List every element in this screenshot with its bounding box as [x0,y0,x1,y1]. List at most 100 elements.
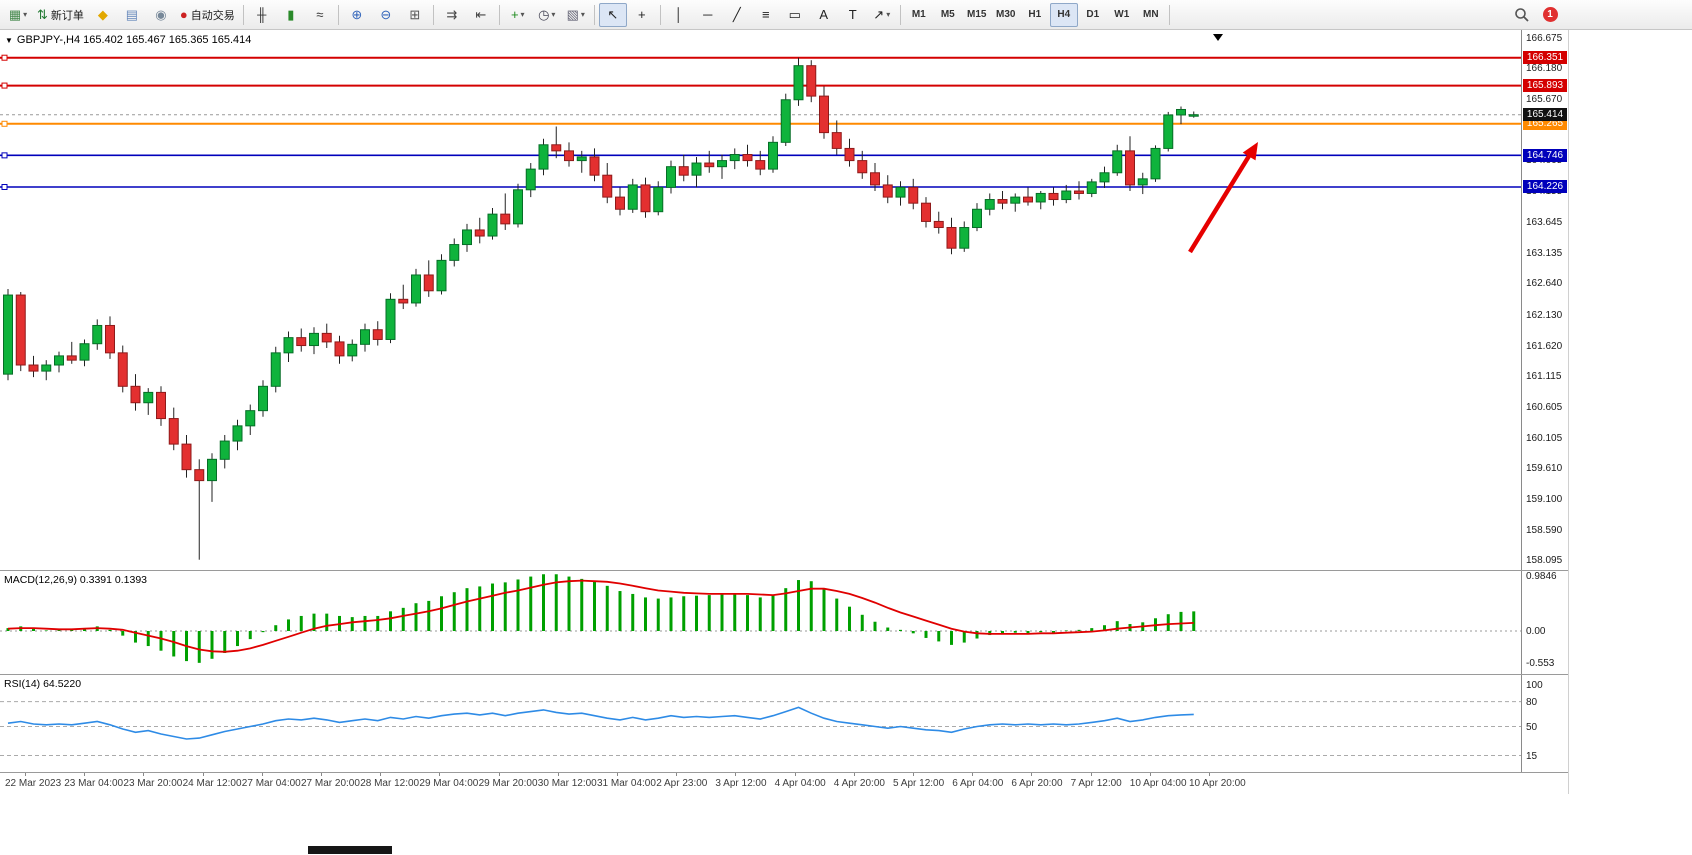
indicators-button-icon: + [510,7,519,22]
price-tick-label: 166.180 [1526,63,1563,75]
macd-scale[interactable]: 0.9846 0.00 -0.553 [1521,571,1568,674]
timeframe-d1[interactable]: D1 [1079,3,1107,27]
timeframe-h1-label: H1 [1028,9,1042,20]
rsi-scale[interactable]: 100 80 50 15 [1521,675,1568,772]
bar-chart-button[interactable]: ╫ [248,3,276,27]
price-tick-label: 162.130 [1526,309,1563,321]
time-tick [913,773,914,776]
toolbar-separator [498,4,500,25]
horizontal-line-button[interactable]: ─ [694,3,722,27]
time-tick [84,773,86,776]
time-label: 5 Apr 12:00 [893,778,945,789]
chart-shift-button[interactable]: ⇤ [467,3,495,27]
vertical-line-button[interactable]: │ [665,3,693,27]
timeframe-mn[interactable]: MN [1137,3,1165,27]
trend-arrow-annotation[interactable] [1188,154,1251,254]
timeframe-m30[interactable]: M30 [992,3,1020,27]
line-handle[interactable] [1,82,8,89]
rsi-line [7,706,1194,740]
trendline-button[interactable]: ╱ [723,3,751,27]
text-label-button[interactable]: T [839,3,867,27]
line-handle[interactable] [1,54,8,61]
timeframe-m15[interactable]: M15 [963,3,991,27]
time-tick [1090,773,1092,776]
timeframe-h1[interactable]: H1 [1021,3,1049,27]
price-chart-panel: ▼ GBPJPY-,H4 165.402 165.467 165.365 165… [0,30,1568,570]
time-label: 10 Apr 04:00 [1129,778,1187,789]
price-scale[interactable]: 166.675166.180165.670164.665164.155163.6… [1521,30,1568,570]
time-axis[interactable]: 22 Mar 2023 23 Mar 04:00 23 Mar 20:00 24 Ma… [0,772,1568,794]
time-label: 3 Apr 12:00 [715,778,767,789]
dropdown-arrow-icon[interactable]: ▾ [580,10,585,19]
auto-scroll-button[interactable]: ⇉ [438,3,466,27]
timeframe-m5-label: M5 [940,9,955,20]
price-tick-label: 160.105 [1526,432,1563,444]
dropdown-arrow-icon[interactable]: ▾ [520,10,525,19]
time-label: 28 Mar 12:00 [360,778,420,789]
time-label: 29 Mar 04:00 [419,778,479,789]
line-handle[interactable] [1,120,8,127]
chart-title: ▼ GBPJPY-,H4 165.402 165.467 165.365 165… [5,34,251,46]
dropdown-arrow-icon[interactable]: ▾ [551,10,556,19]
price-tick-label: 158.095 [1526,555,1563,566]
price-tick-label: 162.640 [1526,278,1563,290]
chart-dropdown-icon[interactable]: ▼ [5,35,13,45]
macd-plot[interactable] [0,571,1522,674]
zoom-out-button[interactable]: ⊖ [372,3,400,27]
cursor-button[interactable]: ↖ [598,2,627,27]
timeframe-w1[interactable]: W1 [1108,3,1136,27]
fibonacci-button[interactable]: ≡ [752,3,780,27]
time-tick [676,773,678,776]
line-chart-button[interactable]: ≈ [306,3,334,27]
metaeditor-button[interactable]: ◆ [89,3,117,27]
data-window-button[interactable]: ◉ [147,3,175,27]
line-handle[interactable] [1,183,8,190]
price-tick-label: 158.590 [1526,524,1563,536]
templates-button[interactable]: ▧ ▾ [562,3,590,27]
zoom-out-button-icon: ⊖ [380,7,392,22]
arrows-button[interactable]: ↗ ▾ [868,3,896,27]
periods-button[interactable]: ◷ ▾ [533,3,561,27]
line-handle[interactable] [1,152,8,159]
price-chart-plot[interactable] [0,30,1522,570]
text-button-icon: A [819,7,829,22]
time-tick [794,773,796,776]
new-chart-button[interactable]: ▦ ▾ [4,3,32,27]
time-label: 23 Mar 04:00 [64,778,124,789]
tile-windows-button[interactable]: ⊞ [401,3,429,27]
timeframe-m5[interactable]: M5 [934,3,962,27]
shapes-button[interactable]: ▭ [781,3,809,27]
text-button[interactable]: A [810,3,838,27]
time-label: 4 Apr 20:00 [833,778,885,789]
zoom-in-button[interactable]: ⊕ [343,3,371,27]
toolbar-separator [593,4,595,25]
dropdown-arrow-icon[interactable]: ▾ [886,10,891,19]
data-window-button-icon: ◉ [155,7,167,22]
tile-windows-button-icon: ⊞ [409,7,421,22]
macd-tick-label: 0.00 [1526,626,1546,637]
price-tick-label: 159.100 [1526,493,1563,505]
new-order-button[interactable]: ⇅ 新订单 [33,3,88,27]
rsi-plot[interactable] [0,675,1522,772]
time-label: 23 Mar 20:00 [123,778,183,789]
trend-arrow-head[interactable] [1242,142,1258,161]
indicators-button[interactable]: + ▾ [504,3,532,27]
timeframe-m1[interactable]: M1 [905,3,933,27]
line-chart-button-icon: ≈ [316,7,324,22]
auto-scroll-button-icon: ⇉ [446,7,458,22]
layouts-button[interactable]: ▤ [118,3,146,27]
timeframe-h4[interactable]: H4 [1049,2,1078,27]
dropdown-arrow-icon[interactable]: ▾ [23,10,28,19]
time-label: 27 Mar 20:00 [301,778,360,789]
autotrading-button[interactable]: ● 自动交易 [176,3,239,27]
horizontal-scrollbar-thumb[interactable] [308,846,392,854]
price-tick-label: 163.645 [1526,217,1563,229]
search-button[interactable] [1507,3,1535,27]
candlestick-chart-button[interactable]: ▮ [277,3,305,27]
crosshair-button[interactable]: + [628,3,656,27]
text-label-button-icon: T [848,7,857,22]
time-tick [972,773,974,776]
rsi-tick-label: 100 [1526,680,1543,691]
price-tick-label: 161.115 [1526,371,1562,383]
notifications-badge[interactable]: 1 [1536,3,1564,27]
